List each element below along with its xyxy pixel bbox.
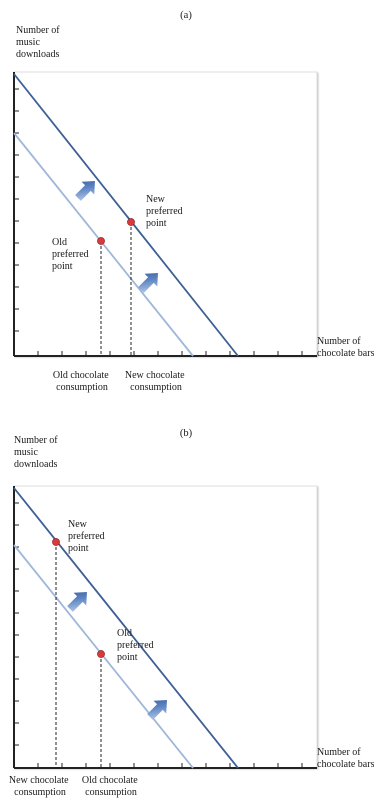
panel-a-new-consumption-label: New chocolate consumption bbox=[125, 370, 187, 393]
panel-b-x-ticks bbox=[37, 763, 303, 768]
panel-b-old-point-label: Old preferred point bbox=[117, 628, 156, 663]
panel-b-caption: (b) bbox=[180, 428, 193, 439]
panel-a-old-budget-line bbox=[13, 132, 194, 357]
panel-b: (b) Number of music downloads bbox=[9, 428, 374, 798]
panel-a-new-point-label: New preferred point bbox=[146, 194, 185, 229]
panel-a-x-axis-label: Number of chocolate bars bbox=[317, 336, 374, 359]
panel-a-shift-arrow-lower bbox=[138, 273, 158, 293]
panel-b-new-budget-line bbox=[13, 487, 239, 769]
panel-b-y-axis-label: Number of music downloads bbox=[14, 435, 60, 470]
panel-a-y-axis-label: Number of music downloads bbox=[16, 25, 62, 60]
panel-a-old-point-label: Old preferred point bbox=[52, 237, 91, 272]
panel-a-caption: (a) bbox=[180, 10, 192, 21]
panel-a-old-consumption-label: Old chocolate consumption bbox=[53, 370, 111, 393]
panel-a-new-preferred-point bbox=[127, 218, 135, 226]
panel-b-x-axis-label: Number of chocolate bars bbox=[317, 747, 374, 770]
panel-b-old-consumption-label: Old chocolate consumption bbox=[82, 775, 140, 798]
panel-a-new-budget-line bbox=[13, 73, 239, 357]
panel-a-x-ticks bbox=[37, 351, 303, 356]
panel-b-old-preferred-point bbox=[97, 650, 105, 658]
panel-b-new-consumption-label: New chocolate consumption bbox=[9, 775, 71, 798]
panel-a: (a) Number of music downloads bbox=[13, 10, 374, 393]
panel-b-shift-arrow-lower bbox=[147, 700, 167, 720]
panel-b-shift-arrow-upper bbox=[67, 592, 87, 612]
panel-a-old-preferred-point bbox=[97, 237, 105, 245]
panel-b-new-point-label: New preferred point bbox=[68, 519, 107, 554]
panel-a-shift-arrow-upper bbox=[75, 181, 95, 201]
panel-a-y-ticks bbox=[14, 88, 19, 332]
panel-a-plot-area bbox=[13, 71, 318, 357]
panel-b-plot-area bbox=[13, 485, 318, 769]
panel-b-new-preferred-point bbox=[52, 538, 60, 546]
panel-b-y-ticks bbox=[14, 502, 19, 746]
